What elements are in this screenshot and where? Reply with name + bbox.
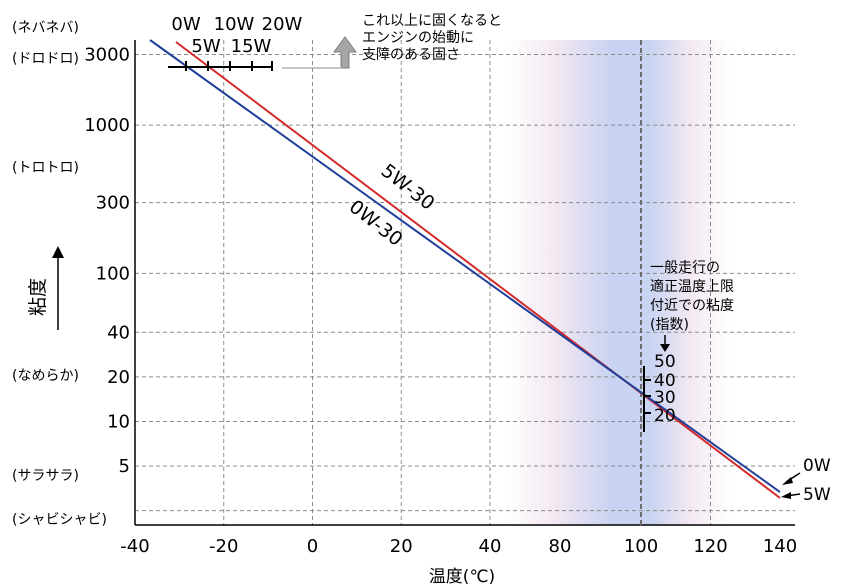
series-label-0w-30: 0W-30 [345,196,407,251]
end-label-5w: 5W [803,485,831,505]
series-line-5w-30 [175,41,781,499]
x-tick-label: 20 [390,536,413,557]
series-label-5w-30: 5W-30 [377,160,439,215]
y-tick-label: 10 [107,411,130,432]
x-tick-labels: -40 -20 0 20 40 80 100 120 140 [120,536,797,557]
index-scale-label: 20 [654,406,676,426]
viscosity-descriptor: (サラサラ) [12,468,79,484]
index-note: 一般走行の適正温度上限付近での粘度(指数) [650,260,734,333]
y-tick-label: 300 [96,193,130,214]
winter-grade-label: 20W [262,14,303,35]
end-label-5w-arrowhead [781,492,791,499]
x-tick-label: 140 [763,536,797,557]
index-scale-label: 30 [654,388,676,408]
y-tick-label: 100 [96,263,130,284]
x-tick-label: -20 [209,536,238,557]
winter-grade-scale: 0W 10W 20W 5W 15W [168,14,340,71]
viscosity-descriptor: (シャビシャビ) [12,512,107,528]
x-tick-label: -40 [120,536,149,557]
winter-grade-label: 15W [231,36,272,57]
winter-grade-label: 10W [214,14,255,35]
up-arrow-icon [333,36,357,69]
viscosity-descriptor: (なめらか) [12,368,79,384]
x-tick-label: 120 [693,536,727,557]
viscosity-descriptors: (ネバネバ) (ドロドロ) (トロトロ) (なめらか) (サラサラ) (シャビシャビ) [12,20,107,528]
x-tick-label: 40 [479,536,502,557]
x-tick-label: 80 [549,536,572,557]
x-tick-label: 100 [624,536,658,557]
winter-grade-label: 0W [171,14,200,35]
winter-grade-label: 5W [191,36,220,57]
end-label-0w-arrowhead [782,477,793,485]
grid [135,40,795,525]
x-tick-label: 0 [307,536,318,557]
index-note-arrowhead [660,344,670,352]
y-tick-labels: 3000 1000 300 100 40 20 10 5 [84,45,130,478]
y-tick-label: 5 [119,456,130,477]
y-axis-label-arrowhead [52,246,64,258]
y-tick-label: 40 [107,322,130,343]
y-axis-label: 粘度 [27,278,49,316]
winter-grade-note: これ以上に固くなるとエンジンの始動に支障のある固さ [362,13,502,63]
series-lines [149,39,781,499]
index-scale: 50 40 30 20 [643,352,676,432]
end-label-0w: 0W [803,456,831,476]
y-tick-label: 1000 [84,115,130,136]
index-scale-label: 40 [654,371,676,391]
viscosity-descriptor: (トロトロ) [12,160,79,176]
viscosity-descriptor: (ネバネバ) [12,20,79,36]
x-axis-label: 温度(℃) [429,567,495,587]
viscosity-descriptor: (ドロドロ) [12,51,79,67]
series-line-0w-30 [149,39,781,493]
y-tick-label: 20 [107,367,130,388]
optimal-temperature-band [505,40,731,525]
y-tick-label: 3000 [84,45,130,66]
index-scale-label: 50 [654,352,676,372]
